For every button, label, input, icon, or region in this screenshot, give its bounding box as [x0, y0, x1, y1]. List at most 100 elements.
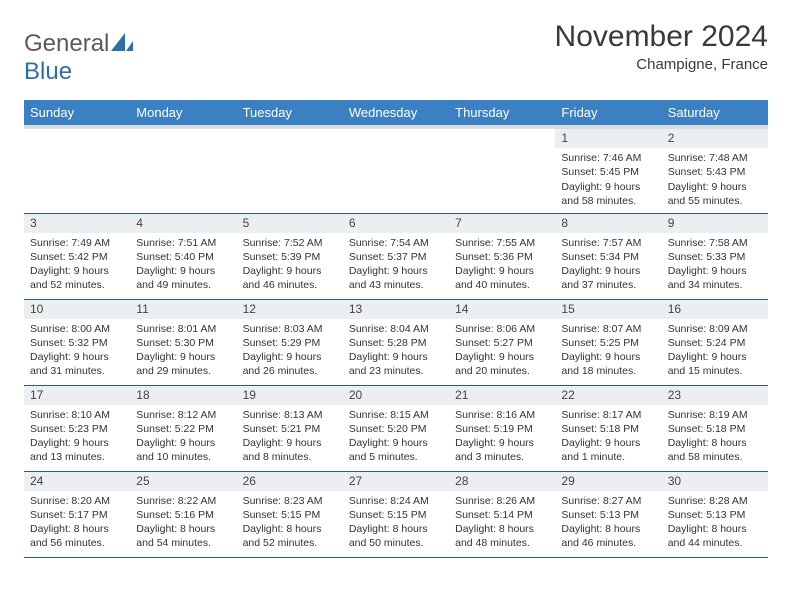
calendar-cell: 1Sunrise: 7:46 AMSunset: 5:45 PMDaylight… [555, 127, 661, 213]
calendar-table: Sunday Monday Tuesday Wednesday Thursday… [24, 100, 768, 558]
day-details: Sunrise: 8:00 AMSunset: 5:32 PMDaylight:… [24, 319, 130, 383]
day-details: Sunrise: 7:54 AMSunset: 5:37 PMDaylight:… [343, 233, 449, 297]
day-details: Sunrise: 8:28 AMSunset: 5:13 PMDaylight:… [662, 491, 768, 555]
calendar-cell: 8Sunrise: 7:57 AMSunset: 5:34 PMDaylight… [555, 213, 661, 299]
day-details: Sunrise: 7:51 AMSunset: 5:40 PMDaylight:… [130, 233, 236, 297]
day-details: Sunrise: 8:17 AMSunset: 5:18 PMDaylight:… [555, 405, 661, 469]
calendar-cell: 22Sunrise: 8:17 AMSunset: 5:18 PMDayligh… [555, 385, 661, 471]
day-number: 22 [555, 386, 661, 405]
weekday-header: Saturday [662, 100, 768, 127]
day-details: Sunrise: 7:55 AMSunset: 5:36 PMDaylight:… [449, 233, 555, 297]
calendar-cell: 3Sunrise: 7:49 AMSunset: 5:42 PMDaylight… [24, 213, 130, 299]
calendar-cell: 16Sunrise: 8:09 AMSunset: 5:24 PMDayligh… [662, 299, 768, 385]
calendar-cell: 21Sunrise: 8:16 AMSunset: 5:19 PMDayligh… [449, 385, 555, 471]
page-subtitle: Champigne, France [555, 56, 768, 73]
day-details: Sunrise: 8:10 AMSunset: 5:23 PMDaylight:… [24, 405, 130, 469]
day-number: 16 [662, 300, 768, 319]
day-number: 23 [662, 386, 768, 405]
day-details: Sunrise: 8:12 AMSunset: 5:22 PMDaylight:… [130, 405, 236, 469]
logo-text: GeneralBlue [24, 30, 133, 86]
day-details: Sunrise: 8:03 AMSunset: 5:29 PMDaylight:… [237, 319, 343, 383]
day-details: Sunrise: 8:07 AMSunset: 5:25 PMDaylight:… [555, 319, 661, 383]
day-details: Sunrise: 8:24 AMSunset: 5:15 PMDaylight:… [343, 491, 449, 555]
day-number: 4 [130, 214, 236, 233]
calendar-cell: 11Sunrise: 8:01 AMSunset: 5:30 PMDayligh… [130, 299, 236, 385]
calendar-cell: 23Sunrise: 8:19 AMSunset: 5:18 PMDayligh… [662, 385, 768, 471]
day-number [449, 129, 555, 135]
day-details: Sunrise: 8:27 AMSunset: 5:13 PMDaylight:… [555, 491, 661, 555]
calendar-cell: 19Sunrise: 8:13 AMSunset: 5:21 PMDayligh… [237, 385, 343, 471]
day-number: 14 [449, 300, 555, 319]
day-number: 27 [343, 472, 449, 491]
calendar-row: 24Sunrise: 8:20 AMSunset: 5:17 PMDayligh… [24, 471, 768, 557]
day-details: Sunrise: 7:58 AMSunset: 5:33 PMDaylight:… [662, 233, 768, 297]
weekday-header: Tuesday [237, 100, 343, 127]
calendar-cell: 15Sunrise: 8:07 AMSunset: 5:25 PMDayligh… [555, 299, 661, 385]
calendar-cell: 28Sunrise: 8:26 AMSunset: 5:14 PMDayligh… [449, 471, 555, 557]
calendar-cell [237, 127, 343, 213]
day-number: 6 [343, 214, 449, 233]
calendar-cell: 9Sunrise: 7:58 AMSunset: 5:33 PMDaylight… [662, 213, 768, 299]
day-number: 21 [449, 386, 555, 405]
day-details: Sunrise: 8:16 AMSunset: 5:19 PMDaylight:… [449, 405, 555, 469]
day-number [24, 129, 130, 135]
day-details: Sunrise: 7:49 AMSunset: 5:42 PMDaylight:… [24, 233, 130, 297]
day-details: Sunrise: 8:23 AMSunset: 5:15 PMDaylight:… [237, 491, 343, 555]
day-number: 15 [555, 300, 661, 319]
calendar-cell: 2Sunrise: 7:48 AMSunset: 5:43 PMDaylight… [662, 127, 768, 213]
calendar-row: 1Sunrise: 7:46 AMSunset: 5:45 PMDaylight… [24, 127, 768, 213]
day-details: Sunrise: 8:01 AMSunset: 5:30 PMDaylight:… [130, 319, 236, 383]
day-number [343, 129, 449, 135]
day-details: Sunrise: 8:15 AMSunset: 5:20 PMDaylight:… [343, 405, 449, 469]
day-number: 2 [662, 129, 768, 148]
calendar-cell: 25Sunrise: 8:22 AMSunset: 5:16 PMDayligh… [130, 471, 236, 557]
logo-sail-icon [111, 30, 133, 57]
calendar-cell: 29Sunrise: 8:27 AMSunset: 5:13 PMDayligh… [555, 471, 661, 557]
calendar-cell: 26Sunrise: 8:23 AMSunset: 5:15 PMDayligh… [237, 471, 343, 557]
weekday-header-row: Sunday Monday Tuesday Wednesday Thursday… [24, 100, 768, 127]
day-details: Sunrise: 7:46 AMSunset: 5:45 PMDaylight:… [555, 148, 661, 212]
weekday-header: Sunday [24, 100, 130, 127]
day-details: Sunrise: 8:09 AMSunset: 5:24 PMDaylight:… [662, 319, 768, 383]
day-details: Sunrise: 8:20 AMSunset: 5:17 PMDaylight:… [24, 491, 130, 555]
day-number: 24 [24, 472, 130, 491]
day-details: Sunrise: 8:06 AMSunset: 5:27 PMDaylight:… [449, 319, 555, 383]
calendar-cell: 7Sunrise: 7:55 AMSunset: 5:36 PMDaylight… [449, 213, 555, 299]
logo-word2: Blue [24, 58, 72, 85]
day-number: 17 [24, 386, 130, 405]
header: GeneralBlue November 2024 Champigne, Fra… [24, 20, 768, 86]
calendar-body: 1Sunrise: 7:46 AMSunset: 5:45 PMDaylight… [24, 127, 768, 557]
calendar-cell: 13Sunrise: 8:04 AMSunset: 5:28 PMDayligh… [343, 299, 449, 385]
day-number: 30 [662, 472, 768, 491]
day-number: 10 [24, 300, 130, 319]
title-block: November 2024 Champigne, France [555, 20, 768, 73]
day-number: 7 [449, 214, 555, 233]
day-number: 25 [130, 472, 236, 491]
calendar-cell: 30Sunrise: 8:28 AMSunset: 5:13 PMDayligh… [662, 471, 768, 557]
day-number: 3 [24, 214, 130, 233]
calendar-cell: 27Sunrise: 8:24 AMSunset: 5:15 PMDayligh… [343, 471, 449, 557]
day-details: Sunrise: 7:48 AMSunset: 5:43 PMDaylight:… [662, 148, 768, 212]
day-number [237, 129, 343, 135]
day-number: 13 [343, 300, 449, 319]
day-number: 19 [237, 386, 343, 405]
day-details: Sunrise: 7:57 AMSunset: 5:34 PMDaylight:… [555, 233, 661, 297]
day-number [130, 129, 236, 135]
page-title: November 2024 [555, 20, 768, 54]
calendar-cell: 18Sunrise: 8:12 AMSunset: 5:22 PMDayligh… [130, 385, 236, 471]
calendar-cell [343, 127, 449, 213]
calendar-cell: 4Sunrise: 7:51 AMSunset: 5:40 PMDaylight… [130, 213, 236, 299]
day-number: 5 [237, 214, 343, 233]
day-number: 26 [237, 472, 343, 491]
day-number: 18 [130, 386, 236, 405]
weekday-header: Monday [130, 100, 236, 127]
calendar-cell: 17Sunrise: 8:10 AMSunset: 5:23 PMDayligh… [24, 385, 130, 471]
calendar-cell [24, 127, 130, 213]
day-details: Sunrise: 8:19 AMSunset: 5:18 PMDaylight:… [662, 405, 768, 469]
calendar-cell [130, 127, 236, 213]
day-number: 12 [237, 300, 343, 319]
day-number: 28 [449, 472, 555, 491]
day-number: 11 [130, 300, 236, 319]
day-number: 1 [555, 129, 661, 148]
weekday-header: Thursday [449, 100, 555, 127]
